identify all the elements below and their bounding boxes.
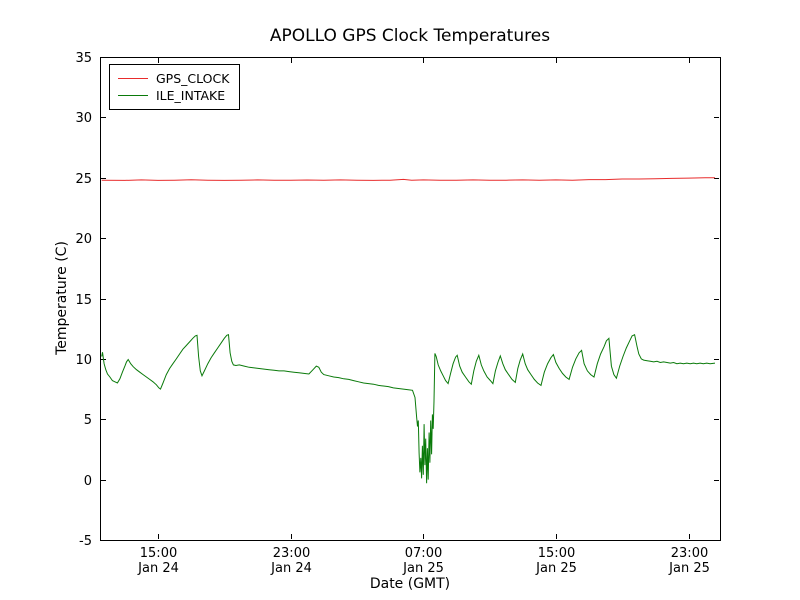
y-tick-label: 20 <box>75 232 92 247</box>
x-tick-label-time: 15:00 <box>538 546 575 561</box>
x-tick-label-time: 23:00 <box>273 546 310 561</box>
legend: GPS_CLOCK ILE_INTAKE <box>109 64 241 110</box>
legend-line-sample-green <box>118 95 148 96</box>
y-tick-label: 0 <box>84 474 92 489</box>
x-tick-label-date: Jan 25 <box>535 561 577 576</box>
x-tick-label-date: Jan 24 <box>270 561 312 576</box>
legend-label: ILE_INTAKE <box>156 88 226 103</box>
x-tick-label-time: 15:00 <box>140 546 177 561</box>
series-line-gps_clock <box>101 177 715 181</box>
series-line-ile_intake <box>101 333 716 484</box>
plot-border <box>100 57 721 541</box>
chart-title: APOLLO GPS Clock Temperatures <box>269 26 551 46</box>
legend-line-sample-red <box>118 78 148 79</box>
x-tick-label-date: Jan 24 <box>137 561 179 576</box>
y-tick-label: 15 <box>75 293 92 308</box>
y-tick-label: 30 <box>75 111 92 126</box>
legend-entry-gps-clock: GPS_CLOCK <box>118 70 229 87</box>
legend-entry-ile-intake: ILE_INTAKE <box>118 87 229 104</box>
x-tick-label-date: Jan 25 <box>402 561 444 576</box>
y-tick-label: 5 <box>84 413 92 428</box>
y-tick-label: 35 <box>75 51 92 66</box>
y-tick-label: 10 <box>75 353 92 368</box>
x-tick-label-time: 07:00 <box>405 546 442 561</box>
y-tick-label: 25 <box>75 172 92 187</box>
y-tick-label: -5 <box>79 534 92 549</box>
x-axis-label: Date (GMT) <box>369 576 451 592</box>
legend-label: GPS_CLOCK <box>156 71 230 86</box>
x-tick-label-time: 23:00 <box>671 546 708 561</box>
x-tick-label-date: Jan 25 <box>668 561 710 576</box>
